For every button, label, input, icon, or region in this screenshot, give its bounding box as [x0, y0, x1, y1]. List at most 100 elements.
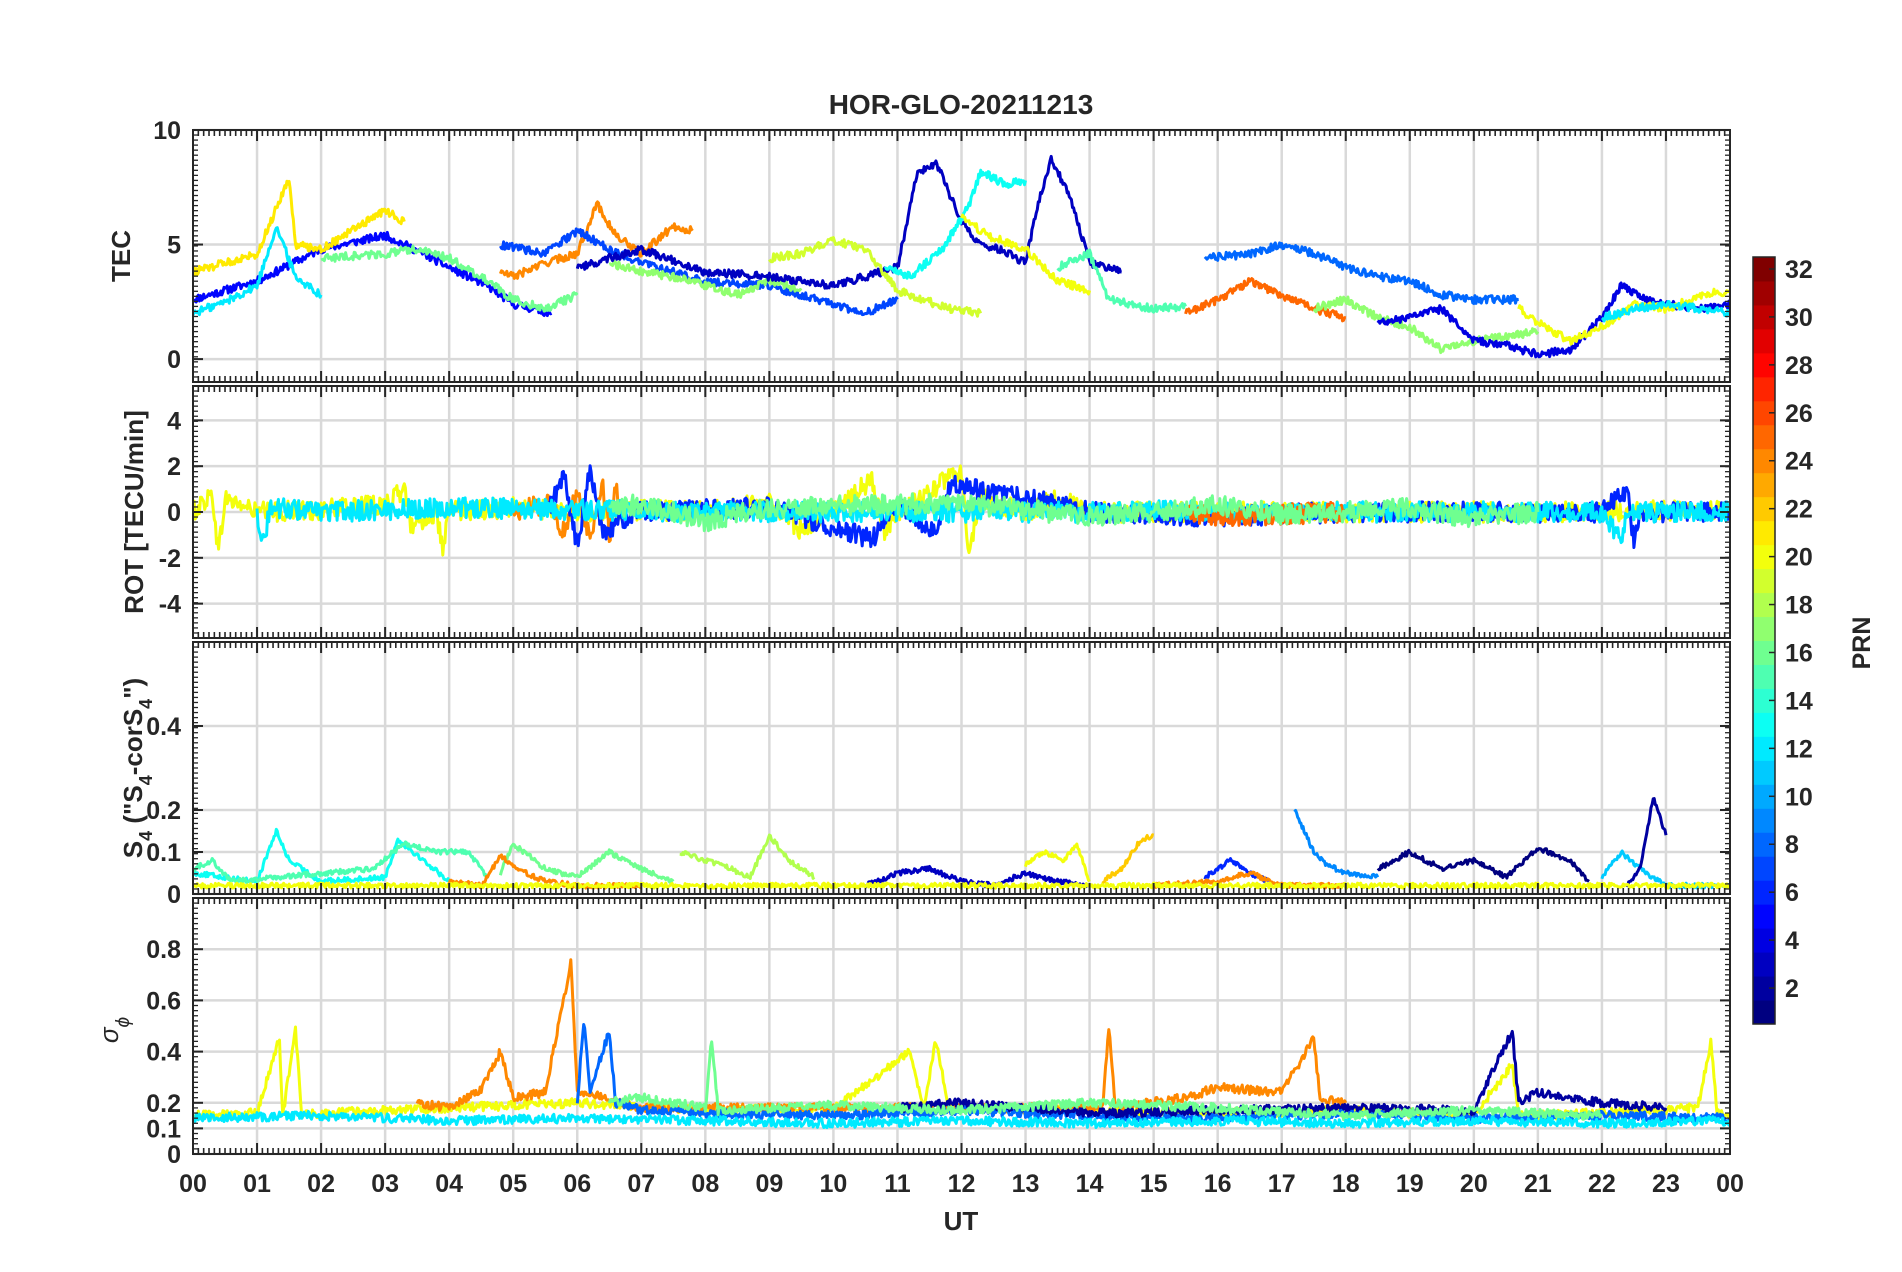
colorbar-swatch [1753, 352, 1775, 378]
series-line-prn-4 [1376, 281, 1730, 359]
series-line-prn-21 [193, 179, 406, 277]
colorbar-swatch [1753, 544, 1775, 570]
colorbar-tick-label: 20 [1785, 544, 1813, 572]
series-line-prn-12 [193, 226, 323, 317]
colorbar-swatch [1753, 688, 1775, 713]
series-line-prn-24 [498, 200, 694, 280]
colorbar-swatches [1753, 257, 1775, 1025]
series-line-prn-13 [883, 168, 1027, 280]
series-line-prn-2 [1626, 797, 1668, 888]
colorbar-tick-label: 16 [1785, 639, 1813, 667]
colorbar-tick-label: 22 [1785, 496, 1813, 524]
y-tick-label: -4 [159, 591, 181, 619]
y-tick-label: 4 [167, 407, 181, 435]
series-line-prn-19 [768, 236, 983, 318]
x-tick-label: 19 [1396, 1170, 1424, 1198]
x-tick-label: 12 [948, 1170, 976, 1198]
x-tick-label: 22 [1588, 1170, 1616, 1198]
colorbar-tick-label: 28 [1785, 352, 1813, 380]
series-line-prn-18 [679, 833, 816, 881]
series-line-prn-16 [607, 1040, 1603, 1122]
colorbar-swatch [1753, 520, 1775, 546]
colorbar-swatch [1753, 280, 1775, 306]
colorbar-label: PRN [1848, 617, 1876, 670]
series-line-prn-12 [193, 1109, 1730, 1130]
y-tick-label: 0 [167, 881, 181, 909]
x-tick-label: 05 [499, 1170, 527, 1198]
colorbar-swatch [1753, 664, 1775, 689]
colorbar-swatch [1753, 856, 1775, 881]
series-line-prn-15 [193, 840, 489, 885]
chart-title: HOR-GLO-20211213 [829, 89, 1094, 120]
colorbar-swatch [1753, 424, 1775, 450]
colorbar-swatch [1753, 880, 1775, 905]
colorbar-swatch [1753, 736, 1775, 761]
y-tick-label: 0.6 [146, 987, 181, 1015]
sigma-phi-series [193, 958, 1730, 1130]
x-tick-label: 17 [1268, 1170, 1296, 1198]
series-line-prn-7 [499, 227, 899, 317]
colorbar-swatch [1753, 400, 1775, 426]
series-line-prn-20 [1517, 287, 1730, 346]
colorbar-tick-label: 8 [1785, 831, 1799, 859]
x-tick-label: 16 [1204, 1170, 1232, 1198]
series-line-prn-17 [1312, 295, 1540, 355]
colorbar-tick-label: 4 [1785, 927, 1799, 955]
y-tick-label: -2 [159, 545, 181, 573]
tec-ylabel: TEC [106, 230, 136, 282]
colorbar-swatch [1753, 496, 1775, 522]
colorbar-tick-label: 32 [1785, 256, 1813, 284]
y-tick-label: 0.1 [146, 1115, 181, 1143]
colorbar-swatch [1753, 952, 1775, 977]
x-tick-label: 14 [1076, 1170, 1104, 1198]
colorbar-swatch [1753, 640, 1775, 665]
y-tick-label: 0.4 [146, 713, 181, 741]
colorbar-swatch [1753, 784, 1775, 809]
series-line-prn-3 [575, 154, 1122, 290]
colorbar-tick-label: 26 [1785, 400, 1813, 428]
x-tick-label: 21 [1524, 1170, 1552, 1198]
series-line-prn-9 [1293, 808, 1380, 880]
s4-grid [193, 642, 1730, 896]
colorbar-box [1752, 256, 1776, 1025]
colorbar-swatch [1753, 976, 1775, 1001]
y-tick-label: 0.8 [146, 936, 181, 964]
x-tick-label: 04 [435, 1170, 463, 1198]
series-line-prn-16 [498, 842, 675, 884]
colorbar-tick-label: 18 [1785, 592, 1813, 620]
series-line-prn-25 [1184, 277, 1347, 323]
y-tick-label: 5 [167, 232, 181, 260]
panel-rot: -4 -2 0 2 4 ROT [TECU/min] [119, 385, 1731, 639]
colorbar-tick-label: 2 [1785, 975, 1799, 1003]
colorbar-swatch [1753, 904, 1775, 929]
y-tick-label: 10 [153, 117, 181, 145]
series-line-prn-8 [1203, 241, 1520, 305]
series-line-prn-15 [1056, 248, 1187, 314]
panel-s4: 0 0.1 0.2 0.4 S4 ("S4-corS4") [118, 641, 1731, 909]
series-line-prn-17 [608, 260, 803, 299]
series-line-prn-22 [1101, 833, 1155, 885]
colorbar-swatch [1753, 304, 1775, 330]
colorbar-swatch [1753, 808, 1775, 833]
x-tick-label: 15 [1140, 1170, 1168, 1198]
sigma-phi-ylabel: σϕ [94, 1017, 134, 1043]
colorbar-swatch [1753, 1000, 1775, 1025]
series-line-prn-20 [193, 464, 1730, 557]
y-tick-label: 0.4 [146, 1039, 181, 1067]
y-tick-label: 0 [167, 499, 181, 527]
rot-ticks: -4 -2 0 2 4 [159, 385, 1731, 639]
y-tick-label: 2 [167, 453, 181, 481]
s4-ticks: 0 0.1 0.2 0.4 [146, 641, 1731, 909]
x-tick-label: 13 [1012, 1170, 1040, 1198]
colorbar-swatch [1753, 472, 1775, 498]
colorbar-swatch [1753, 568, 1775, 594]
colorbar-tick-label: 30 [1785, 304, 1813, 332]
x-tick-label: 18 [1332, 1170, 1360, 1198]
series-line-prn-20 [960, 213, 1092, 296]
sigma-phi-ticks: 00.10.2 0.4 0.6 0.8 [146, 897, 1731, 1169]
colorbar-swatch [1753, 616, 1775, 641]
y-tick-label: 0.2 [146, 1090, 181, 1118]
series-line-prn-24 [415, 958, 1348, 1114]
